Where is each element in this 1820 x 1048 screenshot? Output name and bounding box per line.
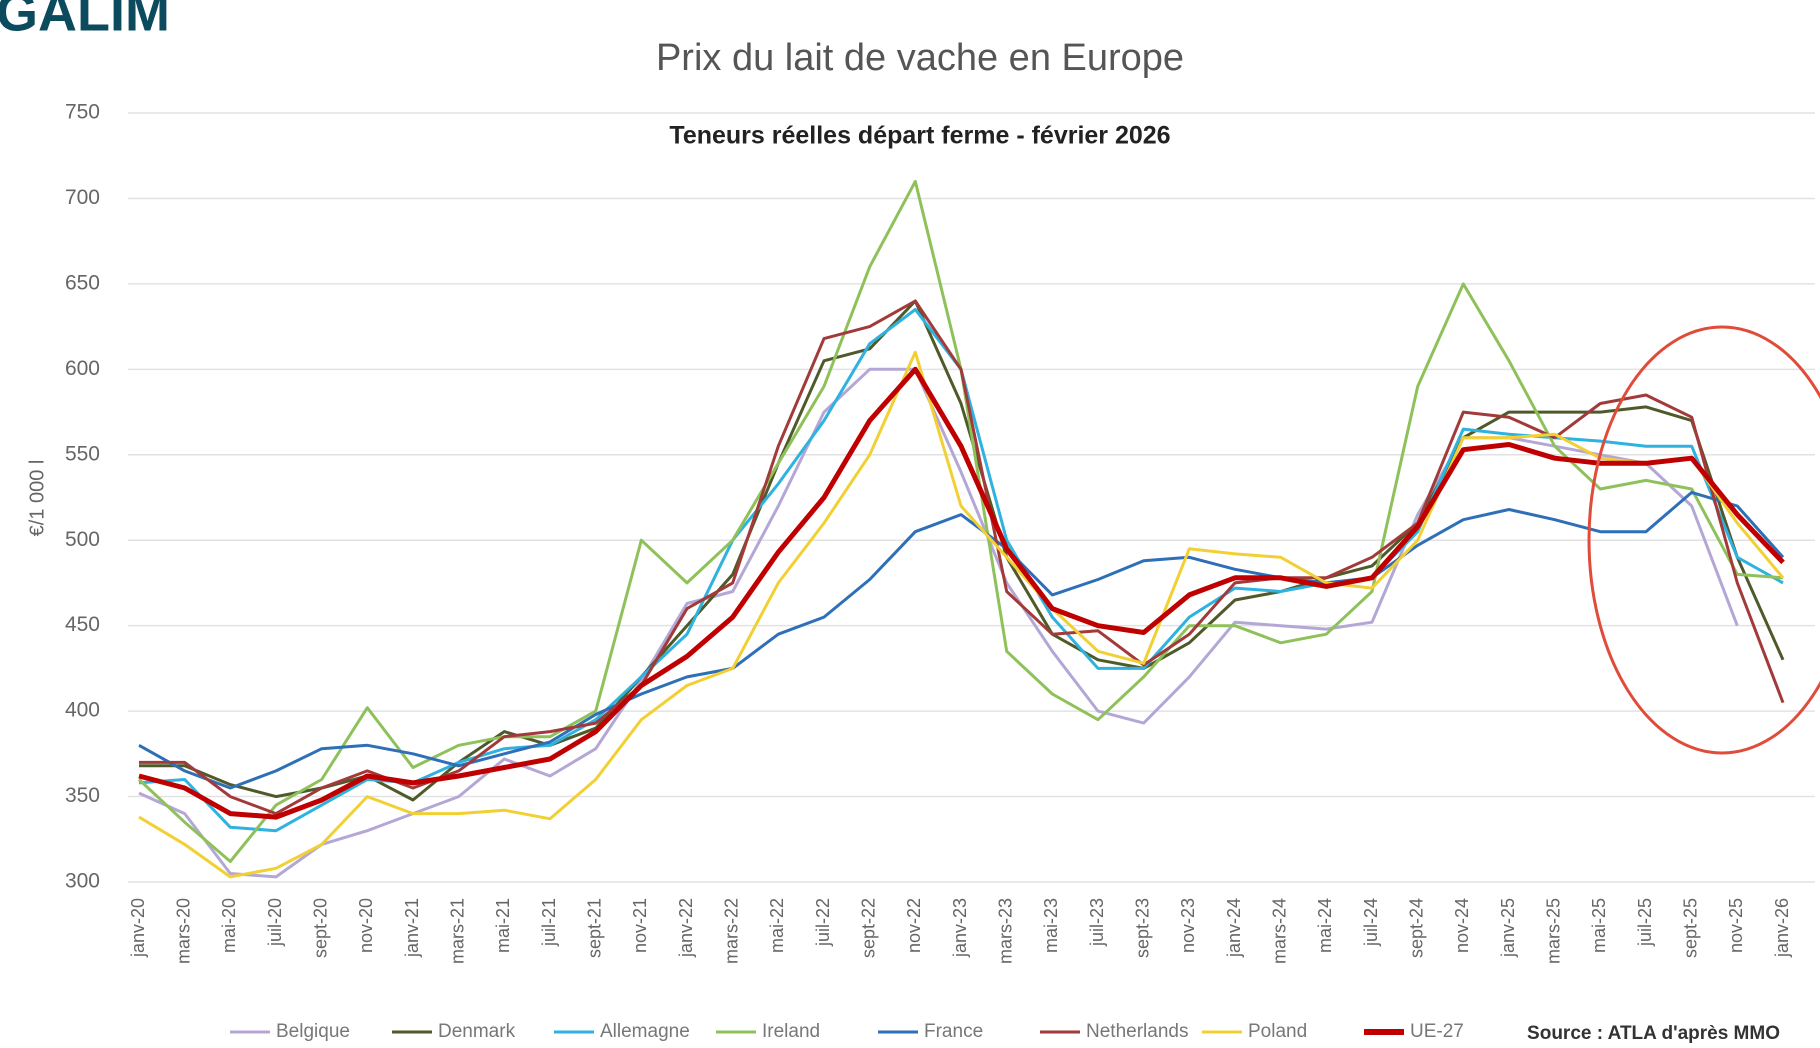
series-line	[138, 490, 1785, 790]
y-tick-label: 450	[65, 613, 100, 636]
x-tick-label: janv-21	[402, 898, 422, 958]
x-tick-label: mai-25	[1589, 898, 1609, 953]
x-tick-label: janv-24	[1224, 898, 1244, 958]
x-tick-label: nov-22	[904, 898, 924, 953]
legend-label: France	[924, 1021, 983, 1042]
x-tick-label: juil-20	[265, 898, 285, 947]
x-tick-label: mars-21	[447, 898, 467, 964]
x-tick-label: sept-25	[1680, 898, 1700, 958]
legend-label: Denmark	[438, 1021, 516, 1042]
x-tick-label: janv-23	[950, 898, 970, 958]
x-tick-label: sept-22	[858, 898, 878, 958]
series-line	[138, 308, 1784, 833]
y-tick-label: 650	[65, 271, 100, 294]
x-tick-label: sept-23	[1132, 898, 1152, 958]
chart-title: Prix du lait de vache en Europe	[656, 37, 1184, 79]
y-tick-label: 300	[65, 870, 100, 893]
x-tick-label: juil-23	[1087, 898, 1107, 947]
series-line	[139, 299, 1785, 816]
highlight-ellipse	[1587, 325, 1820, 755]
x-tick-label: mai-21	[493, 898, 513, 953]
legend-label: Belgique	[276, 1021, 350, 1042]
y-tick-label: 750	[65, 101, 100, 124]
x-tick-label: janv-20	[128, 898, 148, 958]
x-tick-label: mai-24	[1315, 898, 1335, 953]
grid: 300 350 400 450 500 550 600 650 700 750 janv-20 mar…	[65, 101, 1815, 964]
x-tick-label: mars-25	[1543, 898, 1563, 964]
x-tick-label: juil-24	[1361, 898, 1381, 947]
series-line	[138, 350, 1785, 879]
x-tick-label: nov-21	[630, 898, 650, 953]
x-tick-label: mai-20	[219, 898, 239, 953]
y-axis-label: €/1 000 l	[26, 460, 48, 537]
x-tick-label: sept-20	[310, 898, 330, 958]
x-tick-label: nov-20	[356, 898, 376, 953]
x-tick-label: mars-20	[173, 898, 193, 964]
x-tick-label: juil-21	[539, 898, 559, 947]
y-tick-label: 350	[65, 784, 100, 807]
y-tick-label: 400	[65, 699, 100, 722]
x-tick-label: mai-22	[767, 898, 787, 953]
logo: GALIM	[0, 0, 170, 42]
series-line	[139, 299, 1785, 802]
chart-subtitle: Teneurs réelles départ ferme - février 2…	[669, 122, 1170, 150]
legend-label: Allemagne	[600, 1021, 690, 1042]
legend-label: Netherlands	[1086, 1021, 1188, 1042]
legend-label: Ireland	[762, 1021, 820, 1042]
x-tick-label: juil-25	[1635, 898, 1655, 947]
x-tick-label: sept-21	[584, 898, 604, 958]
x-tick-label: nov-23	[1178, 898, 1198, 953]
x-tick-label: janv-26	[1772, 898, 1792, 958]
x-tick-label: janv-25	[1498, 898, 1518, 958]
x-tick-label: mars-23	[995, 898, 1015, 964]
series-line	[138, 366, 1785, 820]
x-tick-label: janv-22	[676, 898, 696, 958]
lines	[137, 179, 1785, 879]
x-tick-label: mars-22	[721, 898, 741, 964]
legend-label: UE-27	[1410, 1021, 1464, 1042]
x-tick-label: mai-23	[1041, 898, 1061, 953]
y-tick-label: 700	[65, 186, 100, 209]
y-tick-label: 600	[65, 357, 100, 380]
x-tick-label: mars-24	[1269, 898, 1289, 964]
x-tick-label: nov-24	[1452, 898, 1472, 953]
x-tick-label: juil-22	[813, 898, 833, 947]
y-tick-label: 550	[65, 442, 100, 465]
legend-label: Poland	[1248, 1021, 1307, 1042]
source-note: Source : ATLA d'après MMO	[1527, 1023, 1780, 1044]
x-tick-label: sept-24	[1406, 898, 1426, 958]
x-tick-label: nov-25	[1726, 898, 1746, 953]
legend: Belgique Denmark Allemagne Ireland France Net…	[230, 1021, 1464, 1042]
y-tick-label: 500	[65, 528, 100, 551]
